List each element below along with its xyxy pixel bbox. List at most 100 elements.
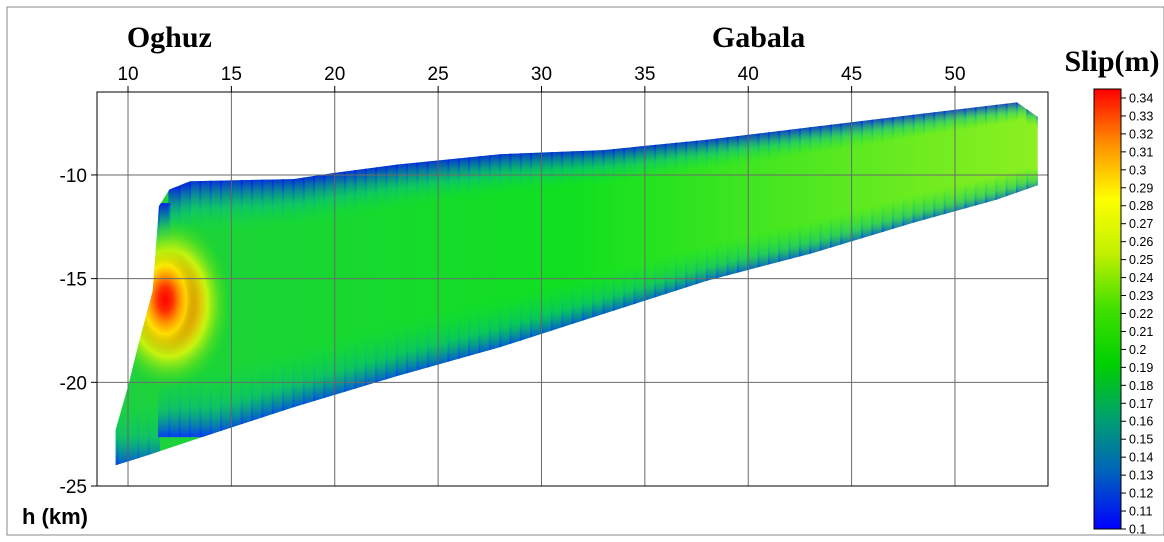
slip-edge-strip — [912, 111, 925, 226]
slip-edge-strip — [406, 160, 419, 377]
colorbar-tick-label: 0.21 — [1129, 325, 1153, 339]
y-axis-label: h (km) — [22, 504, 88, 529]
slip-edge-strip — [561, 148, 574, 331]
slip-edge-strip — [788, 126, 801, 263]
colorbar-tick-label: 0.12 — [1129, 487, 1153, 501]
x-tick-label: 10 — [117, 64, 138, 85]
slip-edge-strip — [747, 131, 760, 273]
slip-edge-strip — [385, 162, 398, 383]
slip-edge-strip — [995, 102, 1008, 203]
slip-edge-strip — [860, 118, 874, 242]
slip-edge-strip — [323, 171, 336, 401]
slip-edge-strip — [891, 114, 905, 232]
slip-edge-strip — [705, 136, 719, 284]
colorbar-tick-label: 0.17 — [1129, 397, 1153, 411]
slip-edge-strip — [953, 106, 967, 215]
colorbar-tick-label: 0.23 — [1129, 289, 1153, 303]
slip-edge-strip — [984, 103, 998, 206]
slip-edge-strip — [530, 149, 543, 341]
slip-edge-strip — [767, 129, 781, 268]
slip-edge-strip — [674, 139, 688, 294]
slip-edge-strip — [302, 174, 316, 408]
slip-edge-strip — [964, 105, 977, 212]
location-labels: Oghuz Gabala — [127, 21, 805, 54]
x-tick-label: 25 — [428, 64, 449, 85]
slip-peak-core — [131, 243, 200, 356]
y-tick-label: -25 — [60, 477, 87, 498]
slip-edge-strip — [550, 149, 564, 334]
outer-frame — [6, 6, 1164, 536]
slip-edge-strip — [581, 147, 595, 324]
y-axis: -10 -15 -20 -25 — [60, 166, 97, 498]
slip-edge-strip — [716, 135, 729, 282]
slip-edge-strip — [623, 144, 636, 311]
slip-heatmap — [96, 102, 1038, 468]
colorbar-tick-label: 0.32 — [1129, 127, 1153, 141]
slip-edge-strip — [375, 164, 388, 386]
slip-edge-strip — [850, 119, 863, 245]
slip-edge-strip — [261, 176, 274, 421]
slip-edge-strip — [364, 165, 378, 389]
slip-edge-strip — [395, 161, 409, 380]
colorbar-title: Slip(m) — [1064, 45, 1159, 78]
slip-edge-strip — [643, 142, 657, 304]
slip-edge-strip — [902, 113, 915, 229]
slip-edge-strip — [798, 125, 812, 260]
colorbar-tick-label: 0.13 — [1129, 469, 1153, 483]
slip-edge-strip — [251, 176, 264, 424]
colorbar-ticks: 0.34 0.33 0.32 0.31 0.3 0.29 0.28 0.27 0.26 0.25 0… — [1121, 91, 1153, 537]
x-tick-label: 35 — [634, 64, 655, 85]
slip-edge-strip — [829, 121, 843, 251]
colorbar-scale — [1093, 88, 1122, 530]
slip-edge-strip — [592, 147, 605, 321]
colorbar-tick-label: 0.19 — [1129, 361, 1153, 375]
slip-edge-strip — [922, 110, 936, 223]
slip-edge-strip — [468, 154, 481, 359]
slip-edge-strip — [354, 167, 367, 392]
slip-edge-strip — [1036, 113, 1038, 189]
colorbar-tick-label: 0.29 — [1129, 181, 1153, 195]
slip-heatmap-edges — [96, 102, 1038, 468]
slip-edge-strip — [509, 150, 522, 347]
plot-frame — [96, 91, 1049, 487]
x-tick-label: 50 — [944, 64, 965, 85]
slip-edge-strip — [313, 172, 326, 404]
slip-edge-strip — [933, 109, 946, 220]
colorbar-tick-label: 0.27 — [1129, 217, 1153, 231]
slip-edge-strip — [809, 124, 822, 257]
colorbar-tick-label: 0.25 — [1129, 253, 1153, 267]
slip-edge-strip — [819, 123, 832, 254]
slip-edge-strip — [96, 203, 108, 468]
y-tick-label: -15 — [60, 270, 87, 291]
x-tick-label: 45 — [841, 64, 862, 85]
slip-edge-strip — [519, 150, 533, 344]
colorbar-tick-label: 0.33 — [1129, 109, 1153, 123]
colorbar-tick-label: 0.22 — [1129, 307, 1153, 321]
slip-edge-strip — [292, 176, 305, 411]
colorbar-tick-label: 0.18 — [1129, 379, 1153, 393]
slip-edge-strip — [612, 146, 626, 314]
x-tick-label: 20 — [324, 64, 345, 85]
slip-edge-strip — [240, 177, 254, 428]
slip-edge-strip — [447, 156, 460, 365]
colorbar-tick-label: 0.24 — [1129, 271, 1153, 285]
slip-edge-strip — [778, 127, 791, 265]
colorbar-tick-label: 0.34 — [1129, 91, 1153, 105]
slip-edge-strip — [943, 108, 956, 218]
slip-edge-strip — [757, 130, 770, 271]
colorbar-tick-label: 0.15 — [1129, 433, 1153, 447]
slip-edge-strip — [488, 152, 502, 353]
slip-edge-strip — [736, 132, 750, 276]
slip-edge-strip — [416, 159, 429, 374]
colorbar-tick-label: 0.3 — [1129, 163, 1146, 177]
slip-edge-strip — [1026, 106, 1038, 192]
colorbar-tick-label: 0.11 — [1129, 505, 1152, 519]
slip-edge-strip — [499, 151, 512, 351]
slip-peak — [115, 217, 232, 390]
slip-edge-strip — [271, 176, 285, 417]
slip-edge-strip — [571, 148, 584, 327]
slip-edge-strip — [974, 104, 987, 209]
colorbar-tick-label: 0.26 — [1129, 235, 1153, 249]
